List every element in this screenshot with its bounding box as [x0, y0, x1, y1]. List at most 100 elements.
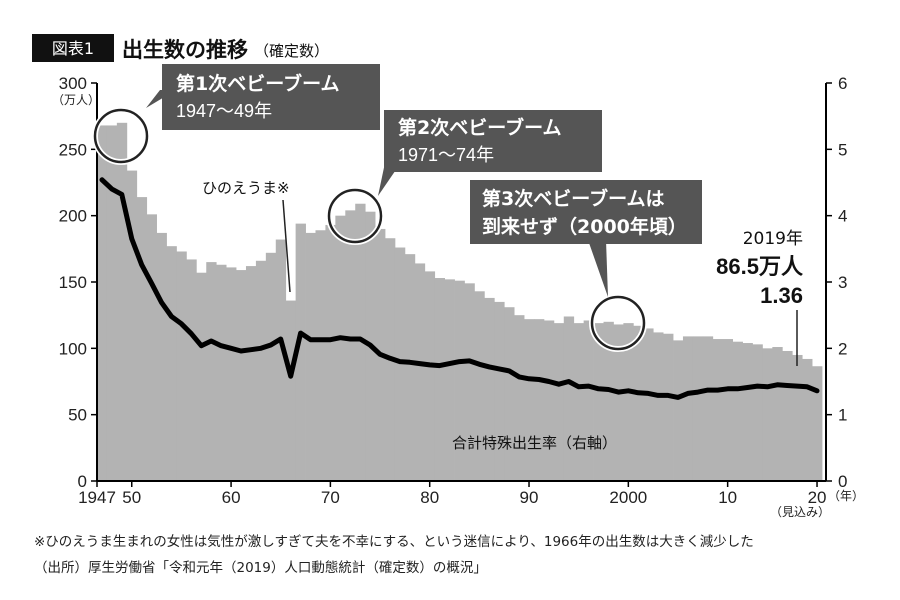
x-tick-1970: 70 — [321, 488, 340, 507]
x-axis-ticks: 1947 50 60 70 80 90 2000 10 20 — [78, 481, 826, 507]
boom3-circle — [590, 295, 646, 351]
bar-1990 — [524, 319, 535, 481]
bar-1959 — [216, 264, 227, 481]
left-axis-unit: （万人） — [52, 93, 100, 107]
tfr-line — [99, 177, 820, 400]
bar-1979 — [414, 263, 426, 481]
bar-1954 — [166, 246, 177, 481]
left-tick-300: 300 — [59, 74, 87, 93]
bar-1991 — [533, 319, 545, 481]
latest-year: 2019年 — [743, 229, 803, 249]
chart-title: 出生数の推移 — [122, 38, 248, 62]
left-tick-150: 150 — [59, 273, 87, 292]
bar-2002 — [643, 328, 654, 481]
bar-1992 — [543, 320, 555, 481]
bar-2010 — [722, 339, 734, 481]
bar-1967 — [295, 223, 306, 481]
bar-1949 — [116, 122, 128, 482]
bar-1962 — [245, 266, 257, 481]
bar-2017 — [792, 354, 803, 481]
bar-1981 — [434, 278, 445, 481]
boom2-title: 第2次ベビーブーム — [398, 116, 562, 139]
bar-2007 — [692, 336, 704, 481]
bar-1960 — [226, 267, 237, 481]
bar-1984 — [464, 283, 475, 481]
bar-1988 — [504, 307, 515, 481]
bar-2006 — [682, 336, 694, 481]
x-tick-1980: 80 — [420, 488, 439, 507]
bar-2009 — [712, 339, 724, 481]
tfr-series-label: 合計特殊出生率（右軸） — [452, 434, 617, 452]
births-bars — [97, 122, 823, 482]
bar-2001 — [633, 325, 644, 481]
bar-1973 — [355, 203, 366, 482]
boom1-title: 第1次ベビーブーム — [176, 72, 340, 95]
bar-1958 — [206, 262, 217, 481]
bar-1983 — [454, 280, 465, 481]
hinoeuma-leader — [282, 199, 291, 293]
bar-1971 — [335, 215, 346, 482]
bar-1998 — [603, 321, 614, 481]
bar-2014 — [762, 348, 773, 481]
bar-1970 — [325, 224, 336, 481]
right-tick-0: 0 — [838, 472, 847, 491]
bar-2000 — [623, 323, 634, 481]
boom2-circle — [327, 188, 383, 244]
right-axis-ticks: 0 1 2 3 4 5 6 — [826, 74, 847, 491]
bar-1972 — [345, 210, 356, 482]
boom3-pointer — [588, 240, 608, 297]
bar-1951 — [136, 197, 148, 481]
bar-1950 — [126, 170, 138, 481]
bar-2016 — [782, 350, 793, 481]
bar-1989 — [514, 315, 525, 481]
bar-1953 — [156, 232, 167, 481]
hinoeuma-label: ひのえうま※ — [202, 179, 290, 197]
bar-1952 — [146, 214, 157, 481]
bar-2013 — [752, 344, 763, 481]
bar-2008 — [702, 336, 714, 481]
right-tick-1: 1 — [838, 406, 847, 425]
bar-1985 — [474, 291, 485, 481]
bar-2019 — [812, 366, 823, 481]
figure-badge-label: 図表1 — [52, 39, 94, 58]
figure-badge — [32, 34, 114, 62]
bar-1999 — [613, 324, 624, 481]
bar-1996 — [583, 320, 594, 481]
bar-2015 — [772, 347, 783, 481]
bar-1969 — [315, 230, 326, 481]
bar-2005 — [673, 340, 684, 481]
right-tick-3: 3 — [838, 273, 847, 292]
left-axis-ticks: 0 50 100 150 200 250 300 — [59, 74, 97, 491]
footnote: ※ひのえうま生まれの女性は気性が激しすぎて夫を不幸にする、という迷信により、19… — [34, 533, 754, 550]
bar-2011 — [732, 341, 743, 481]
bar-1977 — [394, 247, 406, 481]
x-tick-2010: 10 — [718, 488, 737, 507]
left-tick-250: 250 — [59, 140, 87, 159]
source-note: （出所）厚生労働省「令和元年（2019）人口動態統計（確定数）の概況」 — [34, 560, 487, 576]
x-tick-2000: 2000 — [609, 488, 647, 507]
bar-1994 — [563, 316, 575, 481]
left-tick-0: 0 — [78, 472, 87, 491]
x-axis-unit: （年） — [828, 489, 864, 503]
bar-2012 — [742, 343, 753, 481]
latest-tfr: 1.36 — [760, 283, 803, 308]
boom1-years: 1947〜49年 — [176, 101, 272, 121]
x-tick-1990: 90 — [520, 488, 539, 507]
bar-1997 — [593, 323, 604, 481]
bar-1982 — [444, 279, 455, 481]
bar-1965 — [275, 239, 287, 481]
left-tick-50: 50 — [68, 406, 87, 425]
right-tick-6: 6 — [838, 74, 847, 93]
boom3-callout — [470, 180, 702, 244]
bar-1993 — [553, 323, 565, 481]
boom3-line1: 第3次ベビーブームは — [482, 187, 665, 210]
boom2-years: 1971〜74年 — [398, 145, 494, 165]
latest-births: 86.5万人 — [716, 254, 803, 279]
bar-2003 — [653, 332, 664, 481]
bar-2004 — [663, 333, 674, 481]
bar-1978 — [404, 254, 416, 481]
x-tick-1950: 50 — [122, 488, 141, 507]
bar-1966 — [285, 300, 297, 481]
bar-1948 — [106, 125, 118, 481]
